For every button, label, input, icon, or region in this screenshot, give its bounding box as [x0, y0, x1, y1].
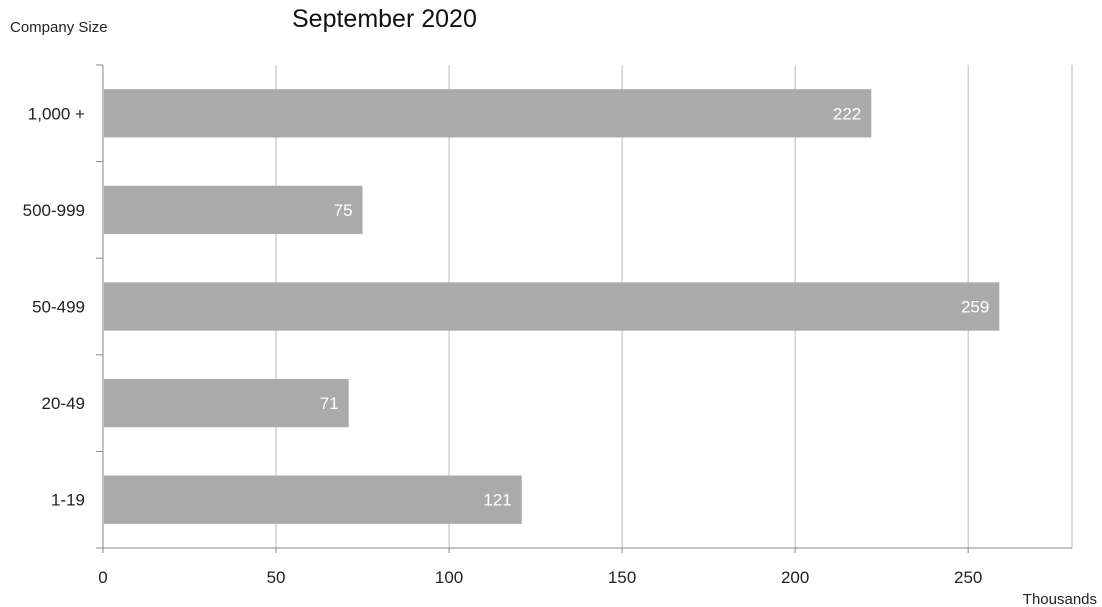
category-label: 1,000 +	[28, 104, 85, 123]
bar	[104, 89, 872, 138]
x-tick-label: 50	[267, 568, 286, 587]
x-axis-unit-label: Thousands	[1023, 591, 1097, 607]
x-tick-label: 100	[435, 568, 463, 587]
x-tick-label: 200	[781, 568, 809, 587]
bar	[104, 282, 1000, 331]
x-tick-label: 150	[608, 568, 636, 587]
bar	[104, 185, 363, 235]
category-label: 1-19	[51, 491, 85, 510]
bar-value-label: 71	[320, 394, 339, 413]
category-label: 50-499	[32, 298, 85, 317]
bar-value-label: 222	[833, 104, 861, 123]
category-label: 20-49	[42, 394, 85, 413]
y-axis-title: Company Size	[10, 19, 108, 36]
bar-value-label: 259	[961, 298, 989, 317]
x-tick-label: 0	[98, 568, 107, 587]
bar-value-label: 75	[334, 201, 353, 220]
chart-title: September 2020	[292, 5, 477, 33]
bar-value-label: 121	[483, 491, 511, 510]
x-tick-label: 250	[954, 568, 982, 587]
bar	[104, 378, 349, 428]
bar	[104, 475, 522, 524]
category-label: 500-999	[23, 201, 85, 220]
plot-area: 0 50 100 150 200 250 1,000 + 222 500-999 75 50-499…	[23, 64, 1073, 587]
